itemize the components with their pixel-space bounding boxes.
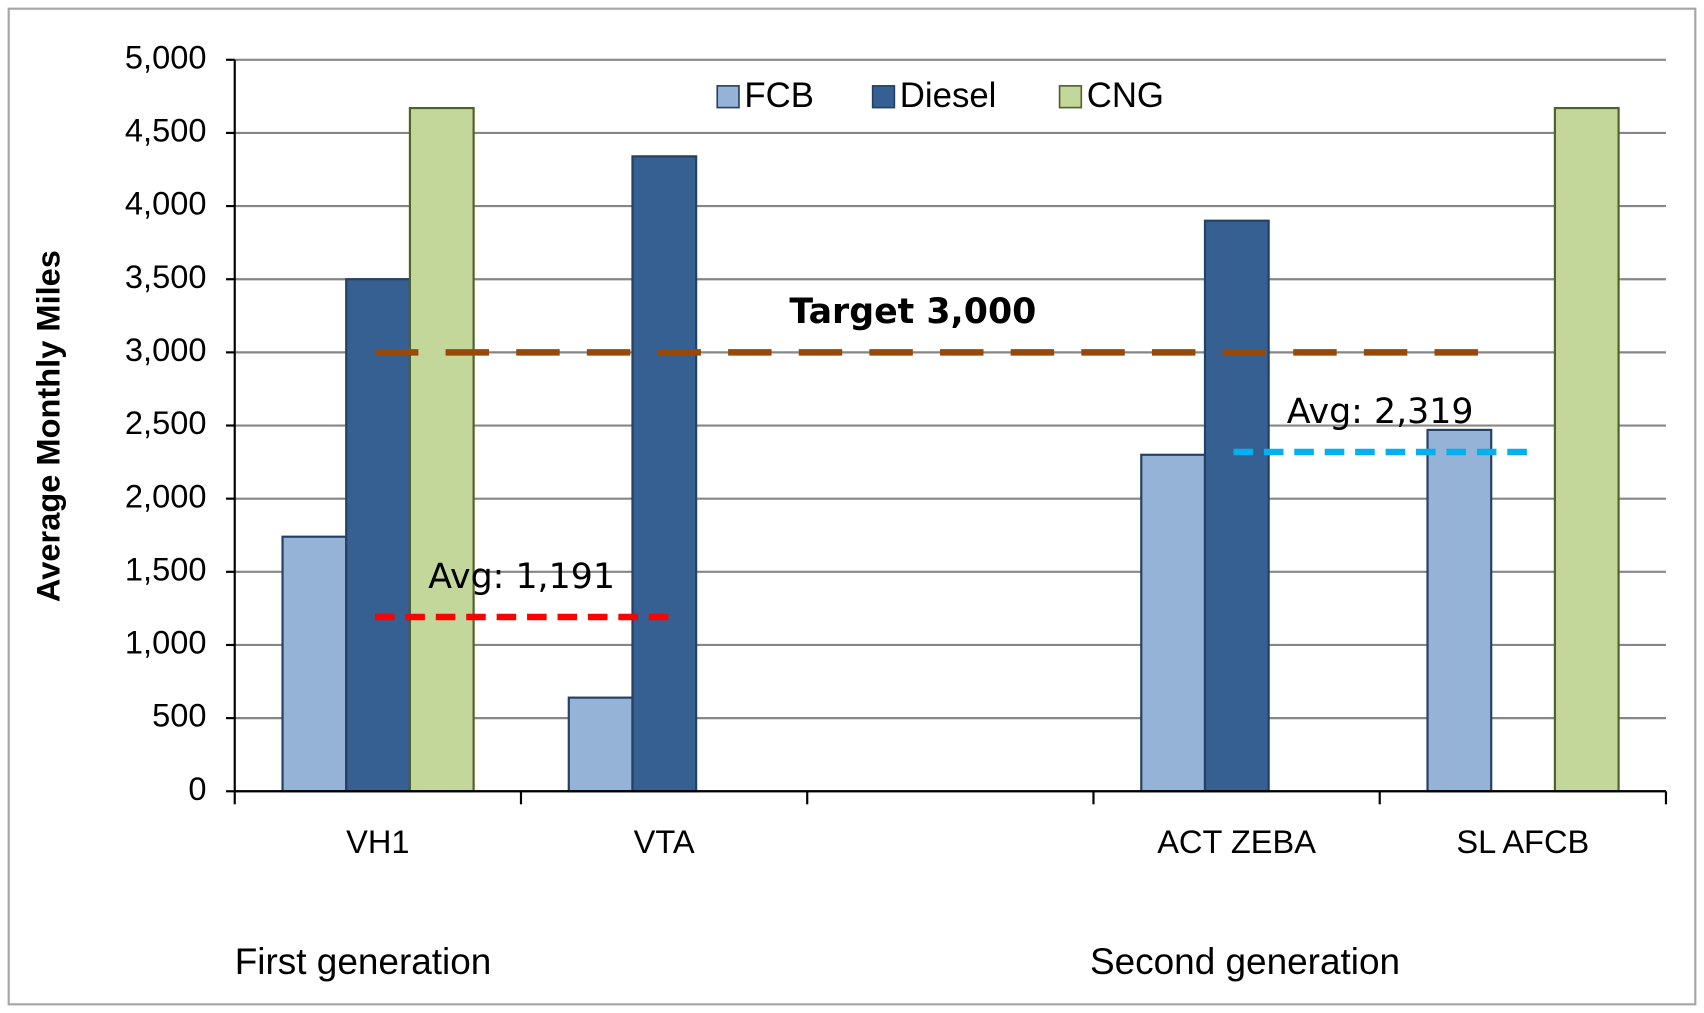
y-tick-label: 2,000 [125,477,207,514]
y-tick-label: 2,500 [125,404,207,441]
legend-label: FCB [744,77,814,115]
y-tick-label: 3,500 [125,258,207,295]
x-tick-label: SL AFCB [1456,823,1589,860]
reference-label: Avg: 1,191 [428,557,615,597]
bar [281,535,348,793]
y-tick-label: 1,000 [125,624,207,661]
y-tick-label: 0 [188,770,206,807]
legend-label: CNG [1087,77,1164,115]
bar [1426,428,1493,793]
y-tick-label: 4,000 [125,185,207,222]
x-tick-label: VTA [634,823,695,860]
x-tick-label: VH1 [346,823,409,860]
reference-label: Avg: 2,319 [1287,392,1474,432]
legend-label: Diesel [900,77,997,115]
bar [408,106,475,793]
y-tick-label: 3,000 [125,331,207,368]
group-label: First generation [235,941,492,982]
y-tick-label: 4,500 [125,112,207,149]
y-axis-title: Average Monthly Miles [30,250,67,602]
bar [1140,453,1207,793]
y-tick-label: 5,000 [125,38,207,75]
y-tick-label: 1,500 [125,550,207,587]
chart-border [7,7,1697,1006]
x-tick-label: ACT ZEBA [1157,823,1316,860]
reference-label: Target 3,000 [789,292,1036,332]
legend-swatch [1058,85,1083,109]
bar [567,696,634,793]
legend-swatch [871,85,896,109]
bar [1553,106,1620,793]
group-label: Second generation [1090,941,1400,982]
y-tick-label: 500 [152,697,206,734]
legend-swatch [716,85,740,109]
bar [345,278,412,793]
bar [1203,219,1270,793]
bar [631,155,698,793]
